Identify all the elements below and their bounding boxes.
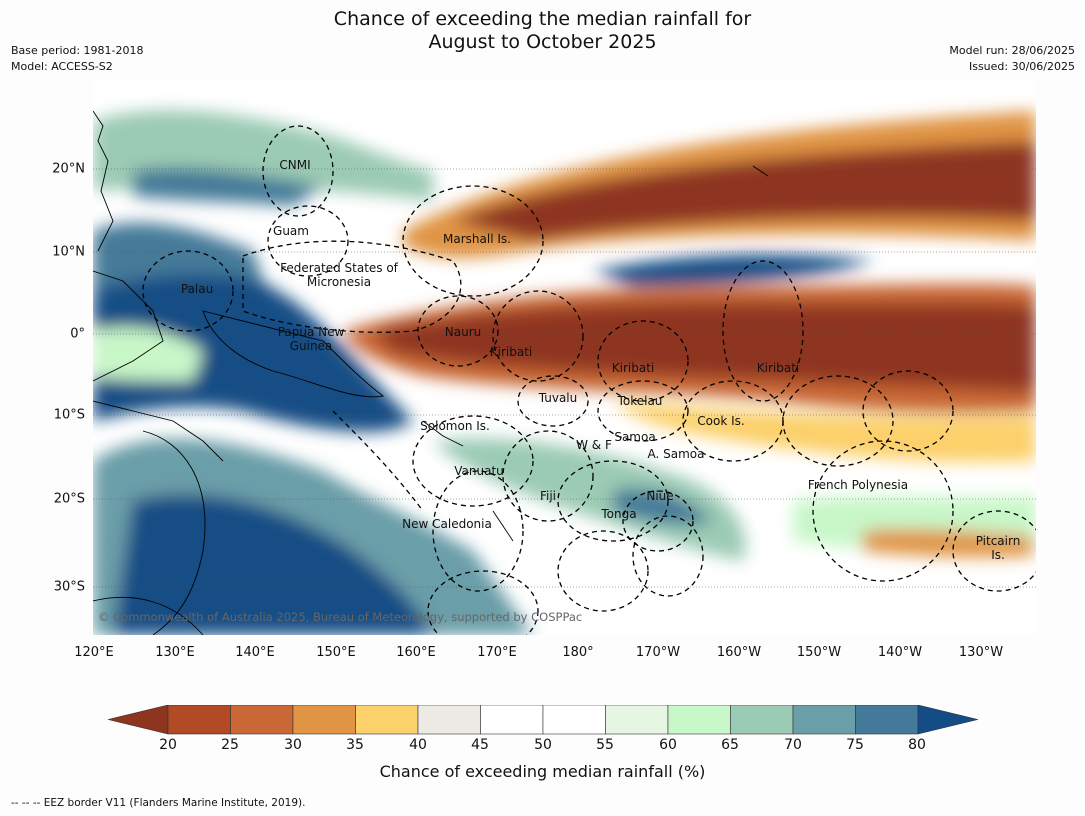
colorbar [108, 705, 978, 735]
issued-date: Issued: 30/06/2025 [968, 60, 1075, 73]
label-kiribati-central: Kiribati [611, 361, 655, 375]
colorbar-tick-30: 30 [284, 737, 302, 753]
colorbar-low-extend [108, 705, 169, 735]
colorbar-tick-60: 60 [659, 737, 677, 753]
colorbar-tick-65: 65 [721, 737, 739, 753]
colorbar-tick-20: 20 [159, 737, 177, 753]
lon-label-130e: 130°E [155, 645, 195, 660]
colorbar-tick-75: 75 [846, 737, 864, 753]
map-title: Chance of exceeding the median rainfall … [0, 8, 1085, 54]
colorbar-bin [417, 705, 481, 735]
label-guam: Guam [273, 224, 309, 238]
lon-label-160e: 160°E [396, 645, 436, 660]
colorbar-bin [167, 705, 231, 735]
lat-label-10s: 10°S [53, 407, 85, 423]
lon-label-140e: 140°E [235, 645, 275, 660]
label-fiji: Fiji [539, 489, 557, 503]
model-run-date: Model run: 28/06/2025 [949, 44, 1075, 57]
title-line-1: Chance of exceeding the median rainfall … [333, 8, 752, 30]
colorbar-high-extend [917, 705, 978, 735]
title-line-2: August to October 2025 [428, 31, 657, 53]
colorbar-bin [355, 705, 419, 735]
colorbar-tick-55: 55 [596, 737, 614, 753]
lat-label-equator: 0° [70, 326, 85, 342]
label-palau: Palau [180, 282, 214, 296]
lon-label-170w: 170°W [635, 645, 681, 660]
label-solomon-islands: Solomon Is. [420, 419, 490, 433]
label-american-samoa: A. Samoa [647, 447, 705, 461]
colorbar-tick-35: 35 [346, 737, 364, 753]
lon-label-160w: 160°W [716, 645, 762, 660]
colorbar-bin [855, 705, 919, 735]
label-tokelau: Tokelau [617, 394, 663, 408]
map-gridlines [93, 168, 1036, 588]
run-info: Model run: 28/06/2025 Issued: 30/06/2025 [949, 43, 1075, 75]
label-pitcairn-islands: Pitcairn Is. [975, 534, 1021, 562]
coastlines [93, 110, 769, 635]
lon-label-150w: 150°W [796, 645, 842, 660]
copyright-notice: © Commonwealth of Australia 2025, Bureau… [98, 610, 583, 624]
label-tuvalu: Tuvalu [538, 391, 578, 405]
label-vanuatu: Vanuatu [454, 464, 504, 478]
lat-label-20s: 20°S [53, 491, 85, 507]
colorbar-tick-70: 70 [784, 737, 802, 753]
lat-label-20n: 20°N [52, 161, 85, 177]
lon-label-170e: 170°E [477, 645, 517, 660]
colorbar-tick-40: 40 [409, 737, 427, 753]
colorbar-bin [667, 705, 731, 735]
lon-label-130w: 130°W [958, 645, 1004, 660]
eez-borders [142, 125, 1036, 635]
label-samoa: Samoa [614, 430, 656, 444]
colorbar-tick-45: 45 [471, 737, 489, 753]
label-micronesia: Federated States of Micronesia [280, 261, 398, 289]
lon-label-120e: 120°E [74, 645, 114, 660]
colorbar-tick-80: 80 [908, 737, 926, 753]
label-wallis-futuna: W & F [576, 438, 612, 452]
rainfall-map: CNMI Guam Marshall Is. Federated States … [93, 81, 1036, 635]
label-kiribati-west: Kiribati [489, 345, 533, 359]
colorbar-bin [230, 705, 294, 735]
lon-label-180: 180° [562, 645, 594, 660]
label-cook-islands: Cook Is. [697, 414, 745, 428]
label-new-caledonia: New Caledonia [402, 517, 492, 531]
colorbar-tick-50: 50 [534, 737, 552, 753]
label-papua-new-guinea: Papua New Guinea [277, 325, 345, 353]
label-tonga: Tonga [601, 507, 637, 521]
lon-label-140w: 140°W [877, 645, 923, 660]
colorbar-tick-25: 25 [221, 737, 239, 753]
lat-label-10n: 10°N [52, 244, 85, 260]
model-name: Model: ACCESS-S2 [11, 60, 113, 73]
colorbar-bin [792, 705, 856, 735]
model-info: Base period: 1981-2018 Model: ACCESS-S2 [11, 43, 143, 75]
lat-label-30s: 30°S [53, 579, 85, 595]
colorbar-title: Chance of exceeding median rainfall (%) [379, 762, 706, 781]
label-marshall-islands: Marshall Is. [443, 232, 511, 246]
map-field [93, 81, 1036, 635]
lon-label-150e: 150°E [316, 645, 356, 660]
rainfall-probability-field [93, 110, 1036, 635]
colorbar-bin [542, 705, 606, 735]
label-kiribati-east: Kiribati [756, 361, 800, 375]
colorbar-bin [730, 705, 794, 735]
eez-footnote: -- -- -- EEZ border V11 (Flanders Marine… [11, 797, 306, 809]
colorbar-bin [292, 705, 356, 735]
base-period: Base period: 1981-2018 [11, 44, 144, 57]
label-french-polynesia: French Polynesia [807, 478, 909, 492]
colorbar-bin [605, 705, 669, 735]
colorbar-bin [480, 705, 544, 735]
label-niue: Niue [646, 489, 674, 503]
label-nauru: Nauru [444, 325, 482, 339]
label-cnmi: CNMI [279, 158, 311, 172]
